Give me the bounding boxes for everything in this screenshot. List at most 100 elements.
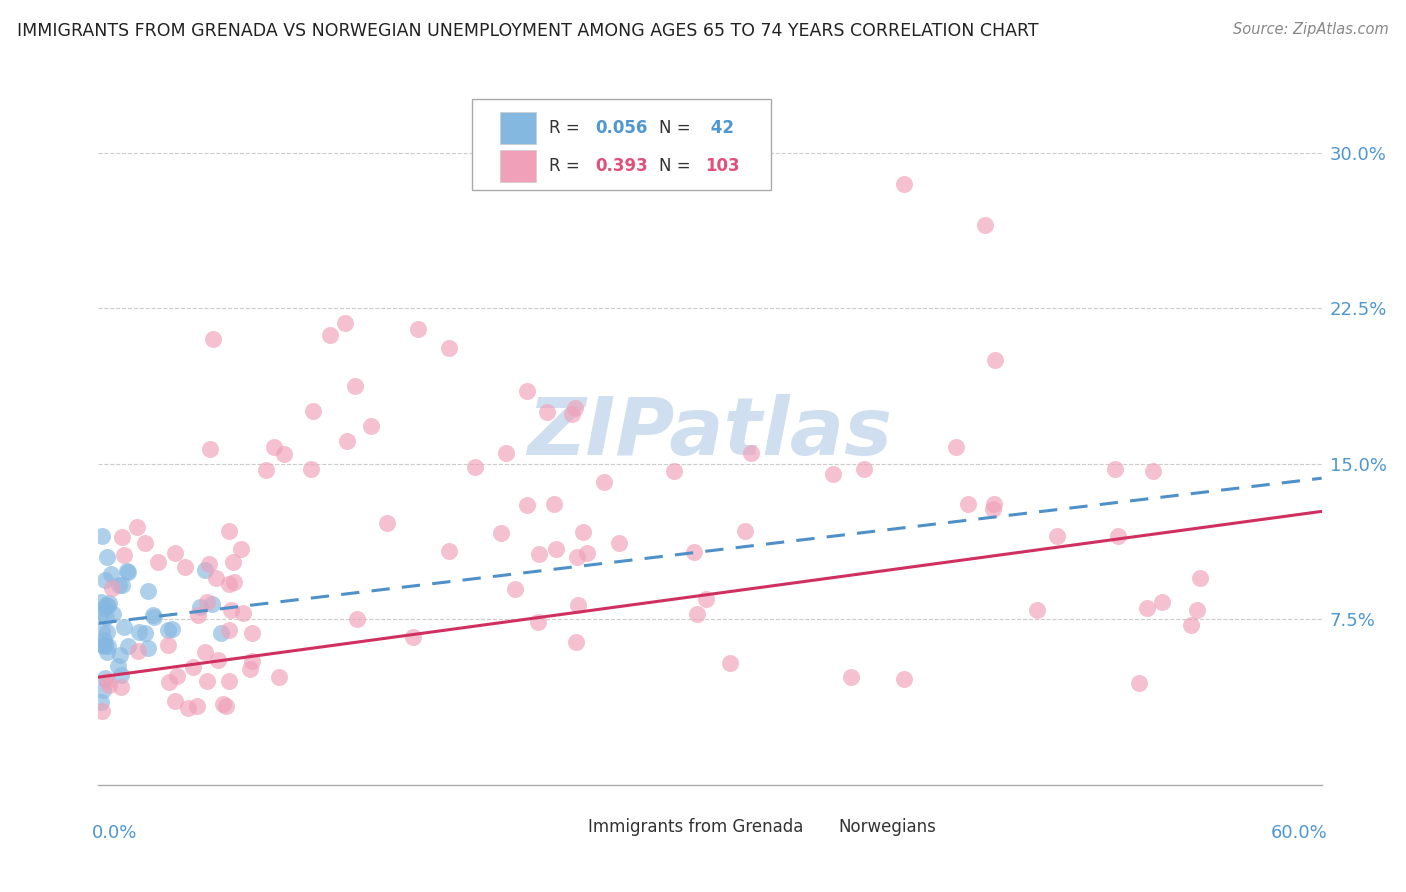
Text: 0.393: 0.393 xyxy=(595,157,648,175)
Point xyxy=(188,600,211,615)
Point xyxy=(695,592,717,607)
Point xyxy=(160,622,183,636)
Point xyxy=(205,571,228,585)
Text: R =: R = xyxy=(548,157,585,175)
Point xyxy=(90,695,112,709)
Point xyxy=(375,516,398,531)
Point xyxy=(146,555,169,569)
Point xyxy=(516,384,538,399)
Bar xyxy=(499,150,536,182)
Point xyxy=(165,693,187,707)
Point xyxy=(97,640,120,654)
Text: 42: 42 xyxy=(706,119,734,136)
Point xyxy=(157,638,180,652)
Text: IMMIGRANTS FROM GRENADA VS NORWEGIAN UNEMPLOYMENT AMONG AGES 65 TO 74 YEARS CORR: IMMIGRANTS FROM GRENADA VS NORWEGIAN UNE… xyxy=(17,22,1039,40)
Point xyxy=(93,633,115,648)
Point xyxy=(93,638,115,652)
Point xyxy=(108,577,131,591)
Point xyxy=(110,681,132,695)
Point xyxy=(983,497,1005,511)
Point xyxy=(567,549,589,564)
Point xyxy=(90,595,112,609)
Point xyxy=(945,440,967,454)
Point xyxy=(254,463,277,477)
Point xyxy=(94,573,117,587)
Point xyxy=(686,607,709,622)
Point xyxy=(561,407,583,421)
Point xyxy=(127,643,149,657)
Point xyxy=(103,607,125,621)
Point xyxy=(543,498,565,512)
Point xyxy=(222,555,245,569)
Point xyxy=(564,401,586,415)
Point xyxy=(91,529,114,543)
Bar xyxy=(790,812,827,844)
Point xyxy=(115,565,138,579)
Point xyxy=(98,677,121,691)
Point xyxy=(1136,600,1159,615)
Point xyxy=(209,626,232,640)
Bar xyxy=(499,112,536,144)
Point xyxy=(536,405,558,419)
Point xyxy=(1142,464,1164,478)
Point xyxy=(956,497,979,511)
Point xyxy=(142,608,165,623)
Point xyxy=(94,609,117,624)
Point xyxy=(128,624,150,639)
Point xyxy=(96,598,118,612)
Point xyxy=(195,673,218,688)
Point xyxy=(100,566,122,581)
Point xyxy=(108,648,131,662)
Point xyxy=(91,624,114,639)
Point xyxy=(318,328,340,343)
Point xyxy=(97,599,120,614)
Point xyxy=(201,597,224,611)
Point xyxy=(96,549,118,564)
Point xyxy=(215,699,238,714)
Point xyxy=(408,321,430,335)
Point xyxy=(134,536,156,550)
Point xyxy=(662,464,685,478)
Point xyxy=(984,353,1007,368)
Point xyxy=(111,578,134,592)
Point xyxy=(974,219,997,233)
Point xyxy=(96,673,118,688)
Point xyxy=(218,577,240,591)
Point xyxy=(125,520,148,534)
Point xyxy=(157,674,180,689)
Point xyxy=(238,662,260,676)
Point xyxy=(516,498,538,512)
Point xyxy=(98,597,121,611)
Point xyxy=(1180,618,1202,632)
Point xyxy=(93,601,115,615)
Point xyxy=(136,640,159,655)
Point xyxy=(263,440,285,454)
Point xyxy=(194,563,217,577)
Point xyxy=(163,545,186,559)
Point xyxy=(110,668,132,682)
Bar xyxy=(538,812,575,844)
Point xyxy=(567,598,589,612)
Point xyxy=(212,697,235,711)
Point xyxy=(273,447,295,461)
Point xyxy=(96,645,118,659)
Point xyxy=(194,645,217,659)
Text: Immigrants from Grenada: Immigrants from Grenada xyxy=(588,818,803,836)
Point xyxy=(221,603,243,617)
Point xyxy=(839,670,862,684)
Text: R =: R = xyxy=(548,119,585,136)
Point xyxy=(360,419,382,434)
Point xyxy=(718,656,741,670)
Point xyxy=(231,541,253,556)
Point xyxy=(893,177,915,191)
Point xyxy=(143,610,166,624)
Point xyxy=(91,638,114,652)
Point xyxy=(96,624,118,639)
Point xyxy=(437,544,460,558)
Point xyxy=(117,566,139,580)
Point xyxy=(346,612,368,626)
Point xyxy=(853,462,876,476)
Point xyxy=(198,557,221,571)
Point xyxy=(336,434,359,448)
Point xyxy=(546,541,568,556)
